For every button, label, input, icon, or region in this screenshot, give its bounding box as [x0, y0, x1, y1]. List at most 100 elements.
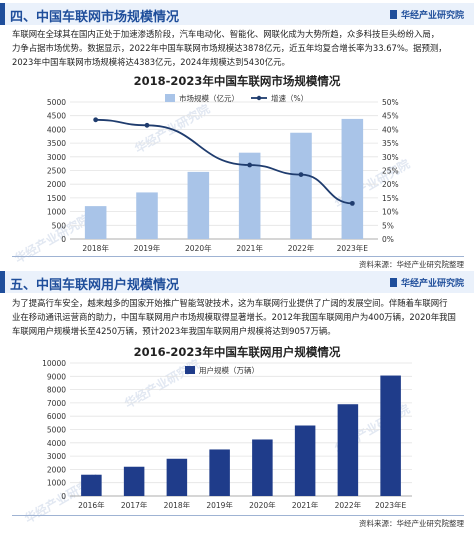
x-tick-label: 2021年: [292, 500, 319, 508]
legend-swatch: [165, 94, 175, 102]
x-tick-label: 2020年: [185, 243, 212, 253]
y-tick-label: 7000: [47, 399, 66, 408]
users-paragraph: 为了提高行车安全，越来越多的国家开始推广智能驾驶技术，这为车联网行业提供了广阔的…: [12, 296, 464, 338]
y-tick-label: 3500: [47, 139, 66, 148]
x-tick-label: 2016年: [78, 500, 105, 508]
y2-tick-label: 45%: [382, 112, 399, 121]
y-tick-label: 3000: [47, 452, 66, 461]
bar: [238, 152, 261, 239]
brand-text: 华经产业研究院: [400, 279, 464, 289]
brand-label: 华经产业研究院: [389, 8, 464, 21]
y-tick-label: 0: [61, 235, 66, 244]
y-tick-label: 1000: [47, 479, 66, 488]
growth-point: [93, 117, 99, 123]
y-tick-label: 10000: [42, 359, 66, 368]
bar: [337, 404, 359, 496]
bar: [290, 132, 312, 239]
header-accent-bar: [0, 271, 5, 293]
growth-line: [95, 118, 353, 205]
bar: [294, 425, 316, 496]
y2-tick-label: 15%: [382, 194, 399, 203]
y2-tick-label: 40%: [382, 125, 399, 134]
y-tick-label: 500: [52, 221, 67, 230]
y-tick-label: 6000: [47, 412, 66, 421]
y-tick-label: 5000: [47, 426, 66, 435]
growth-point: [144, 122, 150, 128]
y-tick-label: 2000: [47, 465, 66, 474]
y-tick-label: 8000: [47, 386, 66, 395]
brand-logo-icon: [389, 10, 397, 19]
chart-title: 2018-2023年中国车联网市场规模情况: [133, 74, 341, 88]
y-tick-label: 4500: [47, 112, 66, 121]
bar: [81, 474, 102, 496]
legend-label: 市场规模（亿元）: [179, 93, 239, 103]
source-note: 资料来源：华经产业研究院整理: [359, 519, 464, 528]
bar: [84, 206, 107, 239]
y-tick-label: 1000: [47, 208, 66, 217]
paragraph-line: 车联网用户规模增长至4250万辆，预计2023年我国车联网用户规模将达到9057…: [12, 326, 336, 336]
legend-swatch: [256, 95, 262, 101]
paragraph-line: 车联网在全球其在国内正处于加速渗透阶段，汽车电动化、智能化、网联化成为大势所趋，…: [12, 29, 440, 39]
y2-tick-label: 30%: [382, 153, 399, 162]
bar: [380, 375, 401, 496]
header-accent-bar: [0, 3, 5, 25]
paragraph-line: 为了提高行车安全，越来越多的国家开始推广智能驾驶技术，这为车联网行业提供了广阔的…: [12, 298, 448, 308]
x-tick-label: 2019年: [206, 500, 233, 508]
y2-tick-label: 50%: [382, 98, 399, 107]
paragraph-line: 2023年中国车联网市场规模将达4383亿元，2024年规模达到5430亿元。: [12, 57, 290, 67]
market-size-chart: 0 500 1000 1500 2000 2500 3000 3500 4000 4500 5000…: [47, 93, 399, 253]
paragraph-line: 业在移动通讯运营商的助力，中国车联网用户市场规模取得显著增长。2012年我国车联…: [12, 312, 456, 322]
growth-point: [349, 200, 355, 206]
user-scale-chart: 0 1000 2000 3000 4000 5000 6000 7000 8000 9000 100…: [42, 359, 412, 508]
y2-tick-label: 5%: [382, 221, 394, 230]
y2-tick-label: 35%: [382, 139, 399, 148]
y-tick-label: 2500: [47, 167, 66, 176]
x-tick-label: 2022年: [335, 500, 362, 508]
divider: [12, 515, 464, 516]
y-tick-label: 4000: [47, 439, 66, 448]
brand-label: 华经产业研究院: [389, 276, 464, 289]
growth-point: [247, 162, 253, 168]
bar: [252, 439, 273, 496]
section-title: 五、中国车联网用户规模情况: [10, 278, 180, 293]
x-tick-label: 2021年: [236, 243, 263, 253]
brand-logo-icon: [389, 278, 397, 287]
section-title: 四、中国车联网市场规模情况: [10, 10, 180, 25]
section-header-users: 五、中国车联网用户规模情况 华经产业研究院: [0, 271, 474, 293]
divider: [12, 256, 464, 257]
x-tick-label: 2019年: [134, 243, 161, 253]
x-tick-label: 2018年: [164, 500, 191, 508]
y2-tick-label: 25%: [382, 167, 399, 176]
x-tick-label: 2017年: [121, 500, 148, 508]
source-note: 资料来源：华经产业研究院整理: [359, 260, 464, 269]
bar: [209, 449, 230, 496]
bar: [166, 458, 188, 496]
x-tick-label: 2018年: [82, 243, 109, 253]
bar: [341, 118, 364, 239]
y2-tick-label: 0%: [382, 235, 394, 244]
y-tick-label: 3000: [47, 153, 66, 162]
x-tick-label: 2020年: [249, 500, 276, 508]
section-header-market: 四、中国车联网市场规模情况 华经产业研究院: [0, 3, 474, 25]
y2-tick-label: 10%: [382, 208, 399, 217]
growth-point: [298, 172, 304, 178]
paragraph-line: 力争占据市场优势。数据显示，2022年中国车联网市场规模达3878亿元，近五年均…: [12, 43, 447, 53]
legend-label: 用户规模（万辆）: [199, 365, 259, 375]
legend-label: 增速（%）: [271, 93, 308, 103]
legend-swatch: [185, 366, 195, 374]
y-tick-label: 1500: [47, 194, 66, 203]
x-tick-label: 2023年E: [337, 243, 369, 253]
bar: [187, 171, 210, 239]
bar: [123, 466, 145, 496]
y-tick-label: 0: [61, 492, 66, 501]
y-tick-label: 9000: [47, 372, 66, 381]
chart-title: 2016-2023年中国车联网用户规模情况: [133, 345, 341, 359]
y-tick-label: 5000: [47, 98, 66, 107]
x-tick-label: 2023年E: [375, 500, 407, 508]
y2-tick-label: 20%: [382, 180, 399, 189]
y-tick-label: 4000: [47, 125, 66, 134]
y-tick-label: 2000: [47, 180, 66, 189]
bar: [136, 192, 158, 239]
market-paragraph: 车联网在全球其在国内正处于加速渗透阶段，汽车电动化、智能化、网联化成为大势所趋，…: [12, 27, 464, 69]
x-tick-label: 2022年: [288, 243, 315, 253]
